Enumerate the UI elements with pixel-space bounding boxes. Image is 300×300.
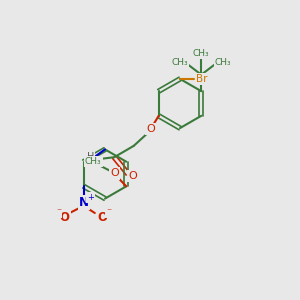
Text: O: O bbox=[60, 211, 70, 224]
Text: CH₃: CH₃ bbox=[193, 49, 210, 58]
Text: ⁻: ⁻ bbox=[56, 207, 62, 218]
Text: Br: Br bbox=[196, 74, 208, 84]
Text: H: H bbox=[87, 152, 94, 162]
Text: CH₃: CH₃ bbox=[214, 58, 231, 67]
Text: O: O bbox=[128, 171, 137, 181]
Text: CH₃: CH₃ bbox=[85, 157, 102, 166]
Text: CH₃: CH₃ bbox=[171, 58, 188, 67]
Text: O: O bbox=[146, 124, 155, 134]
Text: O: O bbox=[98, 211, 108, 224]
Text: N: N bbox=[86, 158, 94, 168]
Text: ⁻: ⁻ bbox=[106, 207, 111, 218]
Text: O: O bbox=[110, 168, 119, 178]
Text: N: N bbox=[79, 196, 89, 209]
Text: +: + bbox=[87, 193, 94, 202]
